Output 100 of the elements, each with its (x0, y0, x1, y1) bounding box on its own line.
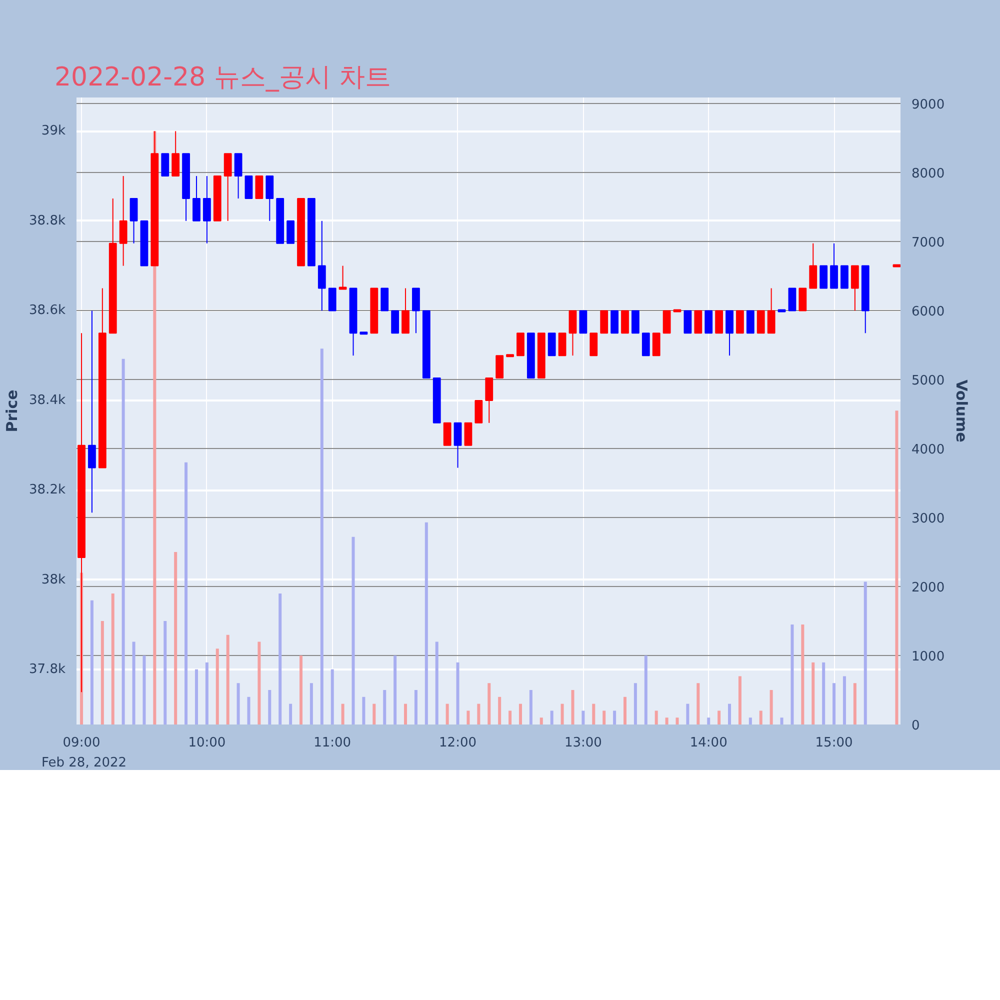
candlestick (830, 242, 838, 289)
candlestick (568, 310, 577, 356)
bar (258, 642, 261, 724)
bar (529, 690, 532, 724)
bar (707, 718, 710, 724)
candlestick (652, 332, 660, 356)
y2-tick-label: 7000 (912, 236, 945, 251)
candlestick (726, 310, 734, 356)
candlestick (756, 310, 765, 334)
bar (801, 624, 804, 724)
chart-title: 2022-02-28 뉴스_공시 차트 (54, 62, 392, 92)
bar (278, 593, 282, 724)
bar (780, 718, 784, 724)
candlestick (840, 265, 848, 289)
candlestick (130, 198, 138, 244)
y-tick-label: 38k (41, 572, 66, 588)
bar (665, 718, 668, 724)
candlestick (579, 310, 588, 334)
candlestick (119, 176, 128, 266)
bar (864, 582, 867, 724)
bar (686, 704, 690, 724)
candlestick (600, 310, 608, 334)
bar (216, 648, 219, 724)
candlestick (328, 288, 336, 312)
bar (352, 536, 355, 724)
bar (613, 710, 616, 724)
candlestick (610, 310, 618, 334)
candlestick (380, 288, 389, 312)
bar (330, 669, 334, 724)
candlestick (684, 310, 692, 334)
bar (310, 683, 313, 724)
bar (424, 522, 428, 724)
candlestick (485, 378, 494, 424)
bar (812, 662, 815, 724)
candlestick (318, 220, 326, 312)
candlestick (662, 310, 671, 334)
candlestick (746, 310, 754, 334)
bar (466, 710, 470, 724)
candlestick (244, 176, 253, 199)
y2-tick-label: 9000 (912, 98, 945, 113)
candlestick (464, 422, 472, 446)
bar (623, 696, 626, 724)
bar (488, 683, 491, 724)
candlestick (266, 176, 274, 222)
bar (414, 690, 418, 724)
bar (194, 669, 198, 724)
y2-tick-label: 3000 (912, 512, 945, 527)
candlestick (391, 310, 400, 334)
bar (498, 696, 502, 724)
candlestick (694, 310, 702, 334)
bar (654, 710, 658, 724)
bar (571, 690, 574, 724)
candlestick (621, 310, 629, 334)
y-tick-label: 37.8k (29, 662, 66, 678)
bar (90, 600, 94, 724)
bar (676, 718, 679, 724)
bar (142, 656, 146, 724)
bar (592, 704, 596, 724)
y2-tick-label: 4000 (912, 442, 945, 458)
bar (770, 690, 773, 724)
candlestick (224, 153, 232, 222)
candlestick (192, 176, 200, 222)
bar (111, 593, 114, 724)
candlestick (736, 310, 744, 334)
bar (100, 621, 104, 724)
x-tick-label: 12:00 (439, 736, 477, 750)
bar (518, 704, 522, 724)
candlestick (850, 265, 859, 312)
bar (822, 662, 826, 724)
y-tick-label: 38.6k (29, 303, 66, 318)
x-tick-label: 15:00 (815, 736, 853, 750)
candlestick (474, 400, 483, 424)
bar (247, 696, 250, 724)
candlestick (548, 332, 556, 356)
candlestick (88, 310, 96, 514)
candlestick (820, 265, 828, 289)
x-tick-label: 13:00 (564, 736, 602, 750)
bar (508, 710, 512, 724)
bar (738, 676, 742, 724)
bar (895, 410, 898, 724)
candlestick (558, 332, 566, 356)
candlestick (202, 176, 211, 244)
bar (236, 683, 240, 724)
bar (446, 704, 449, 724)
bar (205, 662, 208, 724)
bar (299, 656, 303, 724)
y-tick-label: 39k (41, 124, 66, 139)
y2-tick-label: 6000 (912, 304, 945, 320)
y2-tick-label: 8000 (912, 166, 945, 182)
bar (122, 358, 125, 724)
candlestick (767, 288, 776, 334)
candlestick (286, 220, 294, 244)
bar (362, 696, 366, 724)
bar (728, 704, 732, 724)
candlestick (798, 288, 807, 312)
bar (404, 704, 408, 724)
y-tick-label: 38.4k (29, 392, 66, 408)
candlestick (443, 422, 452, 446)
candlestick (402, 288, 410, 334)
bar (372, 704, 376, 724)
